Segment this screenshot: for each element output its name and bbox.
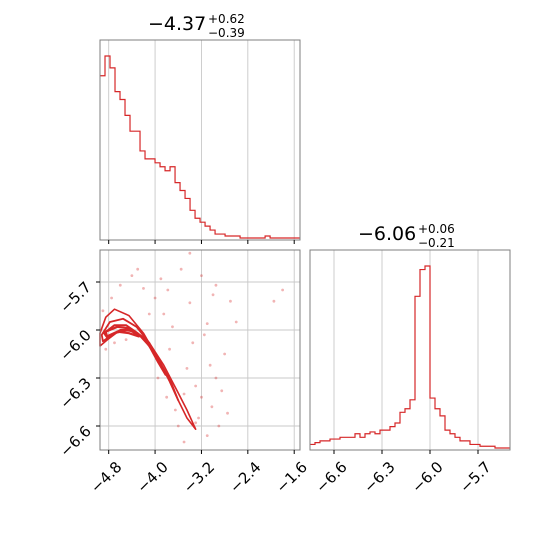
sample-point [176, 424, 180, 428]
sample-point [182, 440, 186, 444]
sample-point [188, 301, 192, 305]
scatter-contour-panel: −4.8 −4.0 −3.2 −2.4 −1.6 −5.7 −6.0 −6.3 −6.6 [56, 249, 311, 497]
x-tick-label: −4.0 [133, 458, 171, 496]
hist-param2-line [310, 265, 510, 449]
sample-point [130, 274, 134, 277]
param2-upper-error: +0.06 [418, 222, 455, 236]
contour-line [104, 325, 140, 338]
sample-point [211, 293, 215, 297]
sample-point [179, 267, 183, 271]
sample-point [194, 384, 198, 388]
sample-point [159, 277, 163, 281]
axes-frame [99, 249, 301, 451]
sample-point [210, 405, 214, 409]
x-tick-label: −6.3 [360, 458, 398, 496]
param1-upper-error: +0.62 [208, 12, 245, 26]
sample-point [162, 312, 166, 316]
param1-median: −4.37 [148, 13, 206, 35]
sample-point [153, 296, 157, 300]
sample-point [281, 288, 285, 292]
sample-point [223, 352, 227, 356]
sample-point [136, 267, 140, 271]
hist-param1-line [100, 55, 301, 239]
sample-point [217, 424, 221, 428]
axes-frame [99, 39, 301, 241]
y-tick-label: −6.3 [56, 374, 94, 412]
sample-point [234, 320, 238, 324]
sample-point [118, 283, 122, 287]
sample-point [165, 395, 169, 399]
sample-point [168, 347, 171, 351]
x-tick-label: −1.6 [272, 458, 310, 496]
hist-panel-param1 [99, 39, 301, 244]
x-tick-label: −2.4 [226, 458, 264, 496]
sample-point [104, 347, 108, 351]
sample-point [205, 434, 209, 437]
sample-point [220, 389, 224, 393]
sample-point [147, 312, 151, 316]
sample-point [208, 363, 212, 367]
sample-point [156, 376, 160, 380]
sample-point [200, 274, 203, 277]
sample-point [188, 251, 192, 255]
sample-point [200, 395, 203, 399]
contour-line [103, 324, 167, 376]
sample-point [226, 411, 229, 415]
sample-point [214, 376, 218, 380]
x-tick-label: −5.7 [456, 458, 494, 496]
x-tick-label: −4.8 [87, 458, 125, 496]
sample-point [191, 341, 195, 345]
contour-line [100, 317, 180, 402]
sample-point [185, 367, 189, 370]
param2-median: −6.06 [358, 223, 416, 245]
sample-point [101, 309, 105, 313]
sample-point [272, 299, 276, 303]
sample-point [124, 338, 128, 341]
sample-point [113, 341, 116, 345]
sample-point [197, 416, 200, 420]
param1-title: −4.37 [148, 13, 206, 35]
y-tick-label: −6.6 [56, 422, 94, 460]
sample-point [171, 325, 174, 329]
sample-point [142, 287, 145, 290]
param2-title: −6.06 [358, 223, 416, 245]
param2-lower-error: −0.21 [418, 236, 455, 250]
sample-point [166, 288, 170, 292]
sample-point [214, 283, 218, 287]
hist-panel-param2: −6.6 −6.3 −6.0 −5.7 [309, 249, 511, 497]
x-tick-label: −6.6 [312, 458, 350, 496]
y-tick-label: −6.0 [56, 326, 94, 364]
sample-point [205, 322, 209, 325]
sample-point [194, 421, 198, 425]
x-tick-label: −6.0 [408, 458, 446, 496]
sample-point [202, 333, 206, 337]
sample-point [110, 296, 113, 300]
y-tick-label: −5.7 [56, 278, 94, 316]
sample-point [182, 392, 186, 396]
x-tick-label: −3.2 [180, 458, 218, 496]
sample-point [229, 299, 232, 303]
param1-lower-error: −0.39 [208, 26, 245, 40]
axes-frame [309, 249, 511, 451]
sample-point [173, 408, 177, 412]
